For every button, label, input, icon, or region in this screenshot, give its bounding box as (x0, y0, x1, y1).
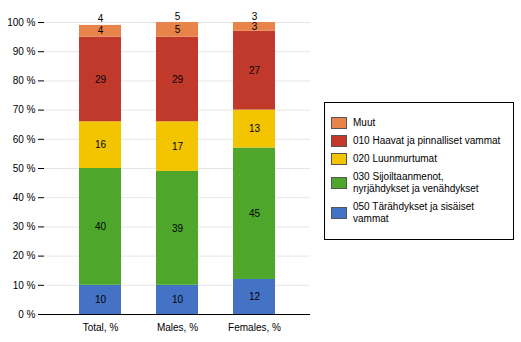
svg-text:10: 10 (172, 294, 184, 305)
svg-text:20 %: 20 % (13, 250, 36, 261)
svg-text:3: 3 (252, 11, 258, 22)
svg-text:5: 5 (175, 11, 181, 22)
svg-text:3: 3 (252, 21, 258, 32)
svg-text:100 %: 100 % (7, 17, 35, 28)
html-text:030 Sijoiltaanmenot, nyrjähdyk: 030 Sijoiltaanmenot, nyrjähdykset ja ven… (353, 171, 479, 194)
html-text:020 Luunmurtumat: 020 Luunmurtumat (353, 153, 437, 164)
svg-text:4: 4 (98, 25, 104, 36)
svg-text:30 %: 30 % (13, 221, 36, 232)
html-text:050 Tärähdykset ja sisäiset va: 050 Tärähdykset ja sisäiset vammat (353, 201, 474, 224)
svg-text:Males, %: Males, % (157, 322, 198, 333)
svg-text:Total, %: Total, % (83, 322, 119, 333)
svg-text:90 %: 90 % (13, 46, 36, 57)
svg-text:39: 39 (172, 223, 184, 234)
svg-text:70 %: 70 % (13, 104, 36, 115)
svg-text:Females, %: Females, % (228, 322, 281, 333)
svg-text:40 %: 40 % (13, 192, 36, 203)
svg-text:17: 17 (172, 141, 184, 152)
svg-text:80 %: 80 % (13, 75, 36, 86)
svg-text:50 %: 50 % (13, 163, 36, 174)
svg-text:0 %: 0 % (18, 309, 35, 320)
svg-text:10: 10 (95, 294, 107, 305)
svg-text:27: 27 (249, 65, 261, 76)
html-text:Muut: Muut (353, 117, 376, 128)
svg-text:5: 5 (175, 24, 181, 35)
svg-text:45: 45 (249, 208, 261, 219)
svg-text:4: 4 (98, 13, 104, 24)
svg-text:29: 29 (172, 74, 184, 85)
html-text:010 Haavat ja pinnalliset vamm: 010 Haavat ja pinnalliset vammat (353, 135, 501, 146)
svg-text:60 %: 60 % (13, 134, 36, 145)
svg-text:29: 29 (95, 74, 107, 85)
svg-text:13: 13 (249, 123, 261, 134)
svg-text:12: 12 (249, 291, 261, 302)
svg-text:40: 40 (95, 221, 107, 232)
svg-text:10 %: 10 % (13, 280, 36, 291)
svg-text:16: 16 (95, 139, 107, 150)
